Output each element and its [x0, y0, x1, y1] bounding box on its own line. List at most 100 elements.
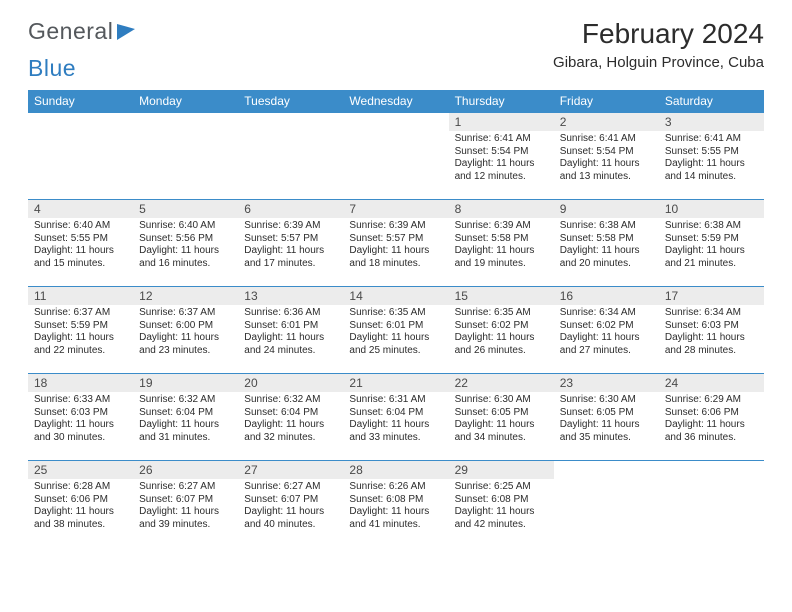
day-number: 5	[133, 200, 238, 218]
day-detail: Sunrise: 6:30 AMSunset: 6:05 PMDaylight:…	[455, 394, 548, 444]
calendar-day-cell: 17Sunrise: 6:34 AMSunset: 6:03 PMDayligh…	[659, 287, 764, 374]
day-number: 3	[659, 113, 764, 131]
calendar-day-cell: 23Sunrise: 6:30 AMSunset: 6:05 PMDayligh…	[554, 374, 659, 461]
calendar-day-cell: 1 Sunrise: 6:41 AMSunset: 5:54 PMDaylight…	[449, 113, 554, 200]
calendar-week-row: 18 Sunrise: 6:33 AMSunset: 6:03 PMDayligh…	[28, 374, 764, 461]
day-detail: Sunrise: 6:28 AMSunset: 6:06 PMDaylight:…	[34, 481, 127, 531]
weekday-header: Saturday	[659, 90, 764, 113]
calendar-week-row: 11 Sunrise: 6:37 AMSunset: 5:59 PMDayligh…	[28, 287, 764, 374]
calendar-day-cell: 14Sunrise: 6:35 AMSunset: 6:01 PMDayligh…	[343, 287, 448, 374]
weekday-header: Tuesday	[238, 90, 343, 113]
day-number: 6	[238, 200, 343, 218]
day-number: 1	[449, 113, 554, 131]
day-number: 11	[28, 287, 133, 305]
calendar-day-cell: 27 Sunrise: 6:27 AMSunset: 6:07 PMDayligh…	[238, 461, 343, 548]
logo: General	[28, 18, 135, 45]
day-number: 10	[659, 200, 764, 218]
calendar-day-cell	[554, 461, 659, 548]
day-detail: Sunrise: 6:35 AMSunset: 6:02 PMDaylight:…	[455, 307, 548, 357]
day-detail: Sunrise: 6:38 AMSunset: 5:58 PMDaylight:…	[560, 220, 653, 270]
day-number: 27	[238, 461, 343, 479]
logo-text-a: General	[28, 18, 113, 45]
day-detail: Sunrise: 6:27 AMSunset: 6:07 PMDaylight:…	[244, 481, 337, 531]
day-detail: Sunrise: 6:34 AMSunset: 6:02 PMDaylight:…	[560, 307, 653, 357]
day-detail: Sunrise: 6:38 AMSunset: 5:59 PMDaylight:…	[665, 220, 758, 270]
calendar-day-cell: 26 Sunrise: 6:27 AMSunset: 6:07 PMDayligh…	[133, 461, 238, 548]
calendar-day-cell: 11 Sunrise: 6:37 AMSunset: 5:59 PMDayligh…	[28, 287, 133, 374]
calendar-day-cell: 20 Sunrise: 6:32 AMSunset: 6:04 PMDayligh…	[238, 374, 343, 461]
day-detail: Sunrise: 6:29 AMSunset: 6:06 PMDaylight:…	[665, 394, 758, 444]
day-detail: Sunrise: 6:39 AMSunset: 5:57 PMDaylight:…	[244, 220, 337, 270]
calendar-day-cell	[28, 113, 133, 200]
day-number: 18	[28, 374, 133, 392]
day-detail: Sunrise: 6:37 AMSunset: 6:00 PMDaylight:…	[139, 307, 232, 357]
day-detail: Sunrise: 6:36 AMSunset: 6:01 PMDaylight:…	[244, 307, 337, 357]
day-detail: Sunrise: 6:30 AMSunset: 6:05 PMDaylight:…	[560, 394, 653, 444]
day-number: 21	[343, 374, 448, 392]
calendar-day-cell	[659, 461, 764, 548]
calendar-day-cell: 9 Sunrise: 6:38 AMSunset: 5:58 PMDaylight…	[554, 200, 659, 287]
calendar-week-row: 4Sunrise: 6:40 AMSunset: 5:55 PMDaylight…	[28, 200, 764, 287]
calendar-week-row: 25 Sunrise: 6:28 AMSunset: 6:06 PMDayligh…	[28, 461, 764, 548]
day-detail: Sunrise: 6:41 AMSunset: 5:55 PMDaylight:…	[665, 133, 758, 183]
day-detail: Sunrise: 6:25 AMSunset: 6:08 PMDaylight:…	[455, 481, 548, 531]
calendar-day-cell: 28Sunrise: 6:26 AMSunset: 6:08 PMDayligh…	[343, 461, 448, 548]
calendar-day-cell: 29 Sunrise: 6:25 AMSunset: 6:08 PMDayligh…	[449, 461, 554, 548]
calendar-day-cell: 16 Sunrise: 6:34 AMSunset: 6:02 PMDayligh…	[554, 287, 659, 374]
day-number: 7	[343, 200, 448, 218]
day-number: 13	[238, 287, 343, 305]
day-detail: Sunrise: 6:35 AMSunset: 6:01 PMDaylight:…	[349, 307, 442, 357]
calendar-day-cell: 13 Sunrise: 6:36 AMSunset: 6:01 PMDayligh…	[238, 287, 343, 374]
calendar-day-cell: 15Sunrise: 6:35 AMSunset: 6:02 PMDayligh…	[449, 287, 554, 374]
day-number: 24	[659, 374, 764, 392]
day-number: 12	[133, 287, 238, 305]
weekday-header-row: SundayMondayTuesdayWednesdayThursdayFrid…	[28, 90, 764, 113]
calendar-day-cell: 25 Sunrise: 6:28 AMSunset: 6:06 PMDayligh…	[28, 461, 133, 548]
day-detail: Sunrise: 6:40 AMSunset: 5:56 PMDaylight:…	[139, 220, 232, 270]
calendar-body: 1 Sunrise: 6:41 AMSunset: 5:54 PMDaylight…	[28, 113, 764, 548]
day-detail: Sunrise: 6:33 AMSunset: 6:03 PMDaylight:…	[34, 394, 127, 444]
calendar-day-cell: 3 Sunrise: 6:41 AMSunset: 5:55 PMDaylight…	[659, 113, 764, 200]
calendar-day-cell: 7Sunrise: 6:39 AMSunset: 5:57 PMDaylight…	[343, 200, 448, 287]
day-number: 9	[554, 200, 659, 218]
day-number: 22	[449, 374, 554, 392]
weekday-header: Wednesday	[343, 90, 448, 113]
day-detail: Sunrise: 6:32 AMSunset: 6:04 PMDaylight:…	[244, 394, 337, 444]
calendar-day-cell: 24 Sunrise: 6:29 AMSunset: 6:06 PMDayligh…	[659, 374, 764, 461]
day-detail: Sunrise: 6:32 AMSunset: 6:04 PMDaylight:…	[139, 394, 232, 444]
calendar-day-cell: 21 Sunrise: 6:31 AMSunset: 6:04 PMDayligh…	[343, 374, 448, 461]
day-detail: Sunrise: 6:27 AMSunset: 6:07 PMDaylight:…	[139, 481, 232, 531]
calendar-day-cell: 2 Sunrise: 6:41 AMSunset: 5:54 PMDaylight…	[554, 113, 659, 200]
day-number: 16	[554, 287, 659, 305]
calendar-day-cell: 10 Sunrise: 6:38 AMSunset: 5:59 PMDayligh…	[659, 200, 764, 287]
calendar-week-row: 1 Sunrise: 6:41 AMSunset: 5:54 PMDaylight…	[28, 113, 764, 200]
weekday-header: Monday	[133, 90, 238, 113]
calendar-day-cell: 18 Sunrise: 6:33 AMSunset: 6:03 PMDayligh…	[28, 374, 133, 461]
day-number: 4	[28, 200, 133, 218]
day-detail: Sunrise: 6:41 AMSunset: 5:54 PMDaylight:…	[560, 133, 653, 183]
day-detail: Sunrise: 6:31 AMSunset: 6:04 PMDaylight:…	[349, 394, 442, 444]
day-detail: Sunrise: 6:41 AMSunset: 5:54 PMDaylight:…	[455, 133, 548, 183]
day-number: 2	[554, 113, 659, 131]
weekday-header: Thursday	[449, 90, 554, 113]
day-number: 20	[238, 374, 343, 392]
day-number: 29	[449, 461, 554, 479]
logo-text-b: Blue	[28, 55, 76, 82]
logo-triangle-icon	[117, 24, 135, 40]
calendar-day-cell: 22 Sunrise: 6:30 AMSunset: 6:05 PMDayligh…	[449, 374, 554, 461]
calendar-day-cell: 5 Sunrise: 6:40 AMSunset: 5:56 PMDaylight…	[133, 200, 238, 287]
day-detail: Sunrise: 6:39 AMSunset: 5:58 PMDaylight:…	[455, 220, 548, 270]
day-number: 8	[449, 200, 554, 218]
calendar-day-cell	[133, 113, 238, 200]
day-detail: Sunrise: 6:37 AMSunset: 5:59 PMDaylight:…	[34, 307, 127, 357]
calendar-day-cell	[343, 113, 448, 200]
calendar-day-cell	[238, 113, 343, 200]
day-detail: Sunrise: 6:26 AMSunset: 6:08 PMDaylight:…	[349, 481, 442, 531]
calendar-table: SundayMondayTuesdayWednesdayThursdayFrid…	[28, 90, 764, 547]
weekday-header: Sunday	[28, 90, 133, 113]
calendar-day-cell: 4Sunrise: 6:40 AMSunset: 5:55 PMDaylight…	[28, 200, 133, 287]
day-number: 25	[28, 461, 133, 479]
calendar-day-cell: 6 Sunrise: 6:39 AMSunset: 5:57 PMDaylight…	[238, 200, 343, 287]
day-number: 19	[133, 374, 238, 392]
day-number: 26	[133, 461, 238, 479]
